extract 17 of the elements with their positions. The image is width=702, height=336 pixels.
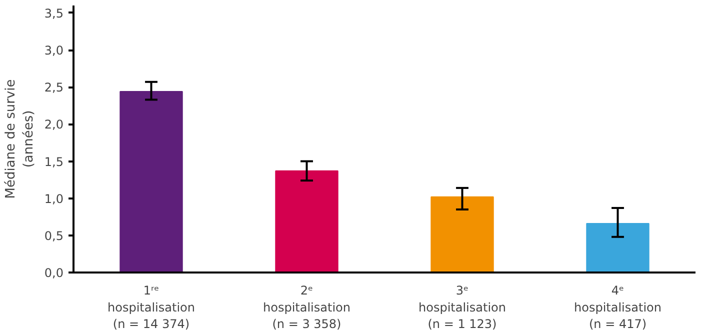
y-tick-label: 2,0: [44, 118, 64, 132]
y-tick-label: 3,0: [44, 44, 64, 58]
y-tick-label: 3,5: [44, 6, 64, 20]
bar: [586, 223, 650, 272]
y-tick-label: 1,0: [44, 192, 64, 206]
x-tick-label: 4ᵉ hospitalisation (n = 417): [574, 284, 662, 332]
y-tick-label: 0,5: [44, 228, 64, 243]
bar: [430, 196, 494, 272]
x-tick-label: 3ᵉ hospitalisation (n = 1 123): [418, 284, 506, 332]
y-axis-title: Médiane de survie (années): [3, 79, 36, 199]
bar: [120, 91, 183, 272]
x-tick-label: 1ʳᵉ hospitalisation (n = 14 374): [108, 284, 195, 332]
y-tick-label: 1,5: [44, 154, 64, 169]
y-tick-label: 2,5: [44, 80, 64, 95]
bar: [275, 170, 338, 272]
x-tick-label: 2ᵉ hospitalisation (n = 3 358): [263, 284, 350, 332]
y-tick-label: 0,0: [44, 266, 64, 280]
